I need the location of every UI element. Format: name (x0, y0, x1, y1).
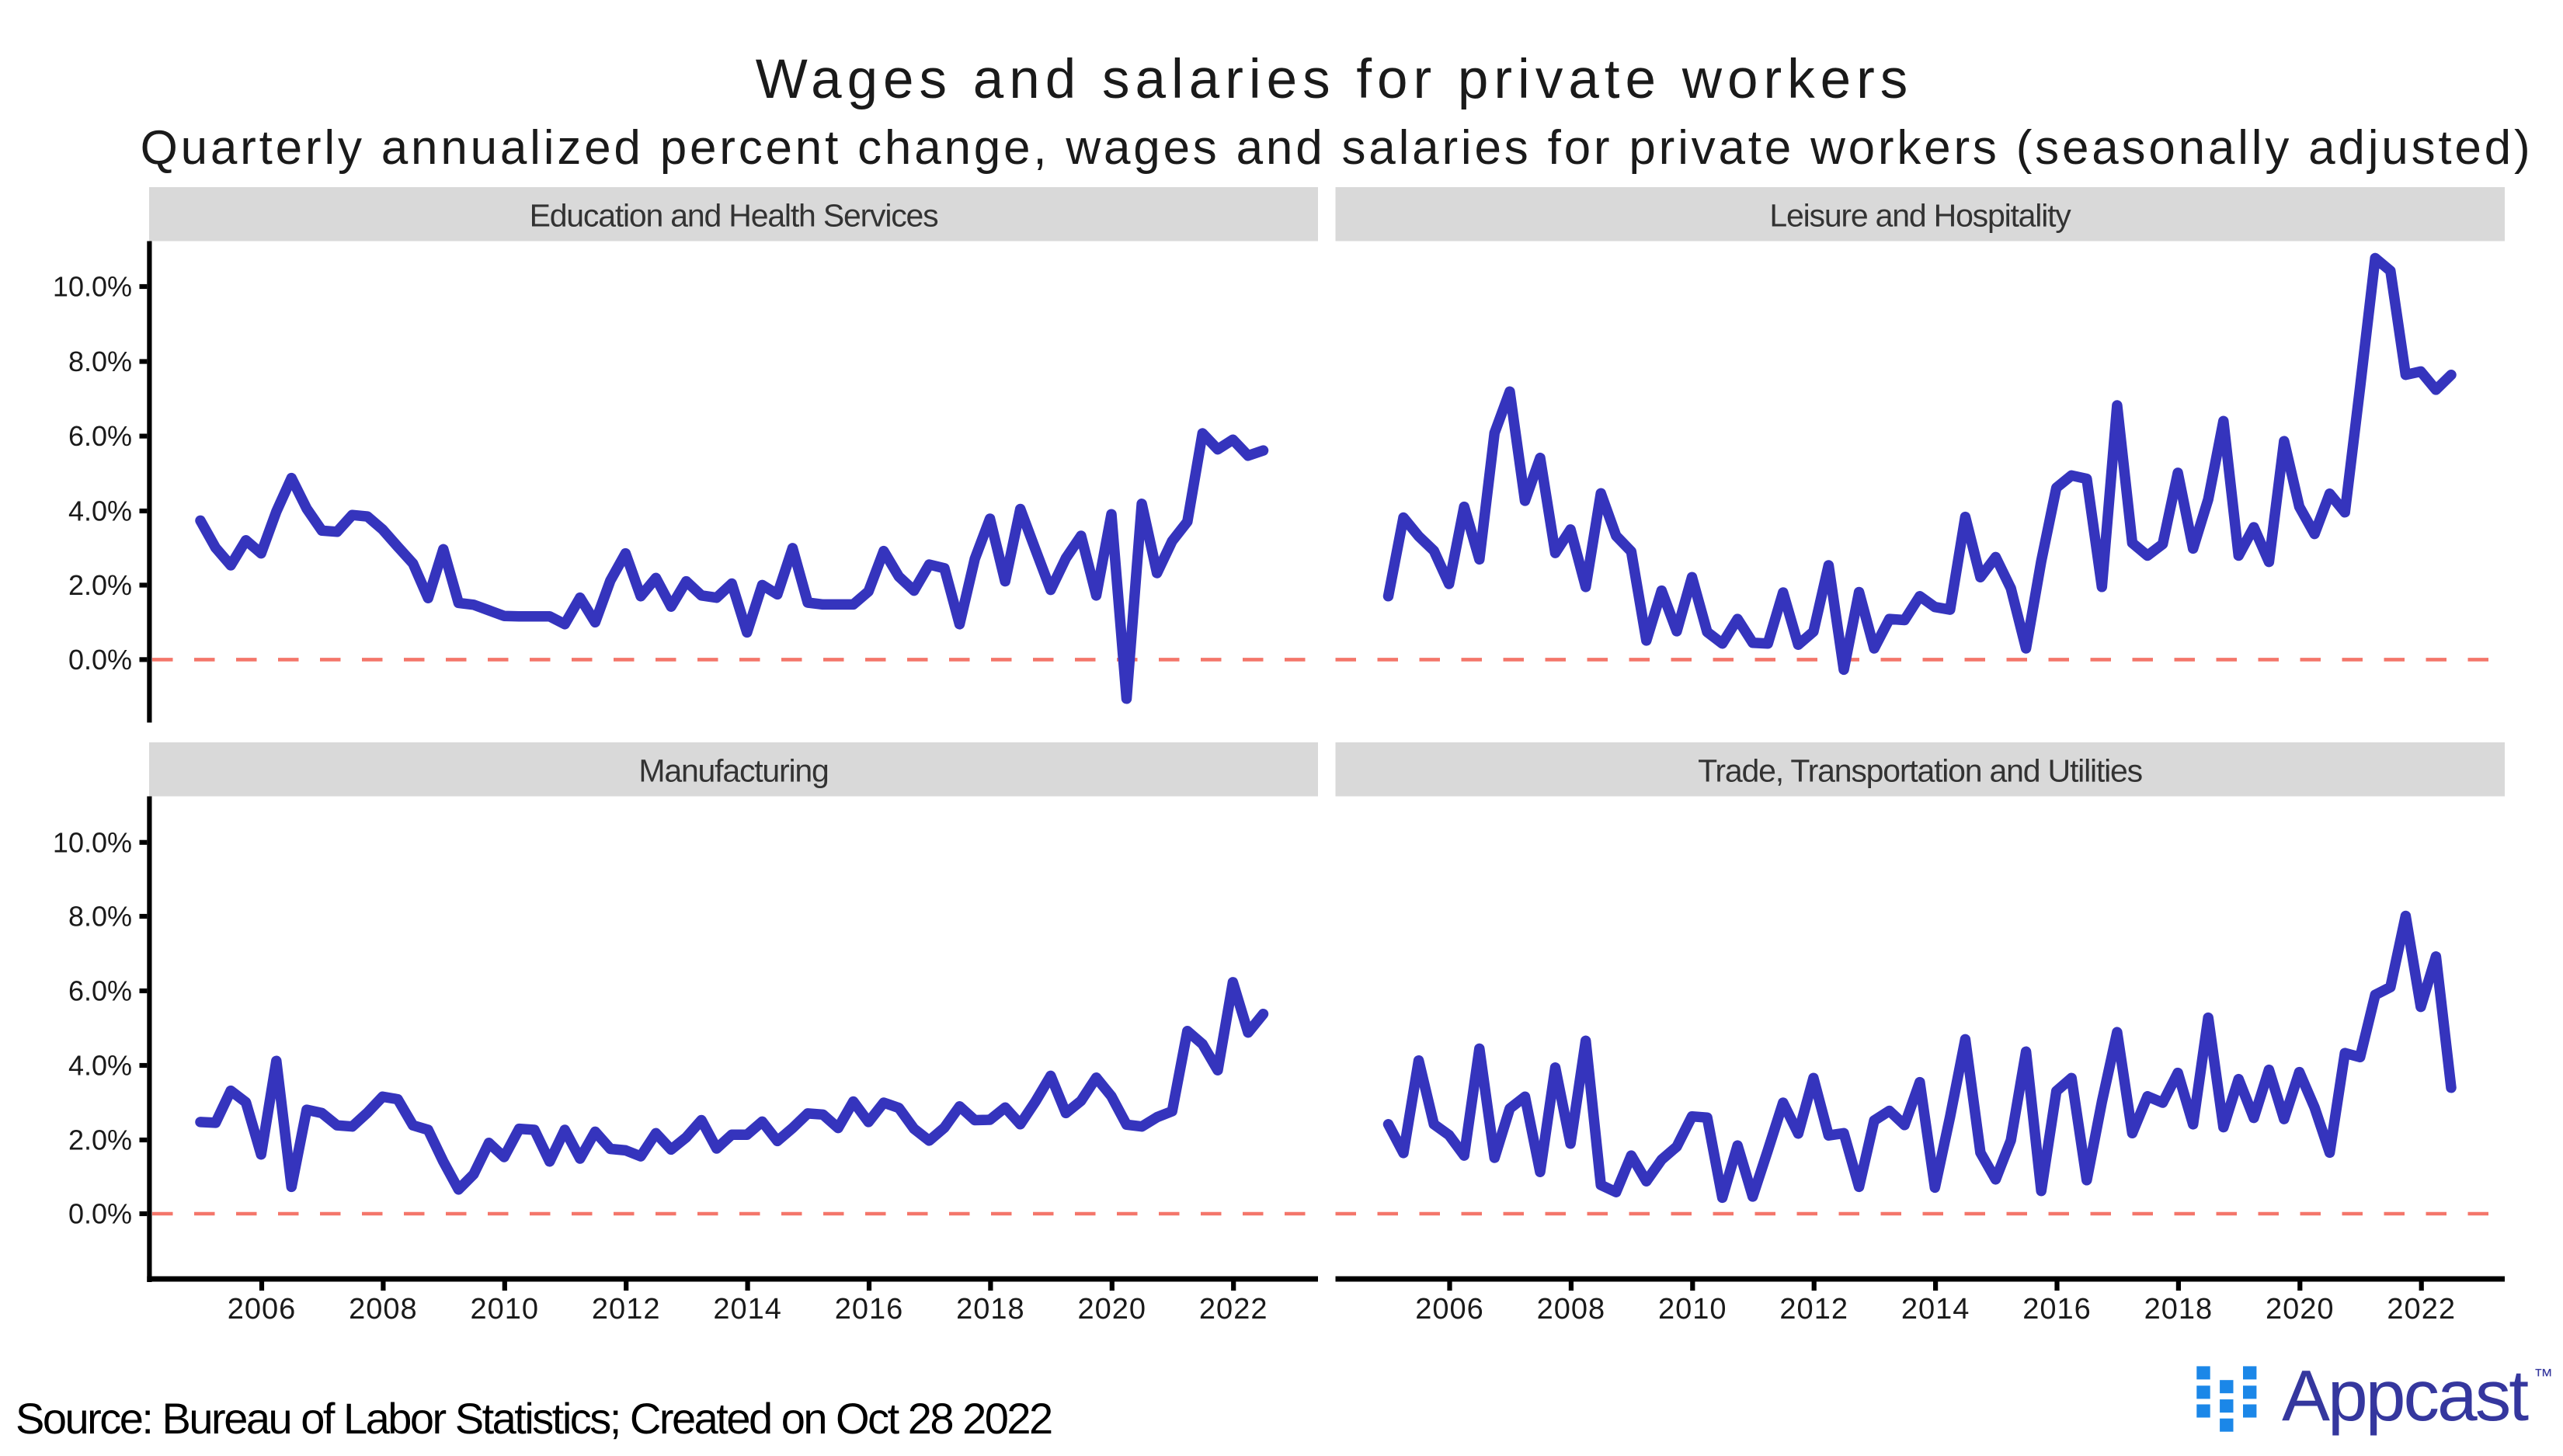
svg-text:Quarterly annualized percent c: Quarterly annualized percent change, wag… (141, 121, 2533, 175)
svg-text:2008: 2008 (1537, 1293, 1606, 1326)
svg-text:2008: 2008 (349, 1293, 418, 1326)
svg-text:10.0%: 10.0% (53, 271, 132, 303)
svg-text:6.0%: 6.0% (68, 420, 132, 452)
svg-text:2006: 2006 (1415, 1293, 1484, 1326)
svg-text:2010: 2010 (471, 1293, 540, 1326)
svg-text:2016: 2016 (2022, 1293, 2092, 1326)
svg-text:2018: 2018 (2144, 1293, 2214, 1326)
svg-text:2018: 2018 (956, 1293, 1025, 1326)
svg-text:2012: 2012 (1779, 1293, 1848, 1326)
svg-text:2.0%: 2.0% (68, 1124, 132, 1156)
svg-text:Appcast: Appcast (2282, 1355, 2529, 1436)
svg-text:Leisure and Hospitality: Leisure and Hospitality (1769, 198, 2071, 234)
svg-text:™: ™ (2533, 1365, 2553, 1387)
svg-text:10.0%: 10.0% (53, 826, 132, 858)
svg-text:6.0%: 6.0% (68, 975, 132, 1007)
svg-text:2012: 2012 (592, 1293, 661, 1326)
svg-text:Manufacturing: Manufacturing (638, 753, 828, 789)
svg-text:Education and Health Services: Education and Health Services (530, 198, 939, 234)
svg-text:2020: 2020 (2266, 1293, 2335, 1326)
svg-text:2014: 2014 (713, 1293, 782, 1326)
svg-text:2022: 2022 (1199, 1293, 1268, 1326)
svg-text:8.0%: 8.0% (68, 346, 132, 377)
svg-text:2016: 2016 (835, 1293, 904, 1326)
svg-text:4.0%: 4.0% (68, 1050, 132, 1082)
svg-text:Source: Bureau of Labor Statis: Source: Bureau of Labor Statistics; Crea… (16, 1394, 1052, 1443)
svg-text:2010: 2010 (1658, 1293, 1727, 1326)
svg-text:0.0%: 0.0% (68, 1198, 132, 1230)
svg-text:2020: 2020 (1078, 1293, 1147, 1326)
svg-text:2022: 2022 (2387, 1293, 2456, 1326)
svg-text:Wages and salaries for private: Wages and salaries for private workers (756, 49, 1914, 110)
svg-text:Trade, Transportation and Util: Trade, Transportation and Utilities (1698, 753, 2142, 789)
svg-text:0.0%: 0.0% (68, 644, 132, 676)
svg-text:2.0%: 2.0% (68, 569, 132, 601)
svg-text:4.0%: 4.0% (68, 495, 132, 527)
svg-text:8.0%: 8.0% (68, 901, 132, 933)
svg-text:2006: 2006 (228, 1293, 297, 1326)
svg-text:2014: 2014 (1901, 1293, 1970, 1326)
